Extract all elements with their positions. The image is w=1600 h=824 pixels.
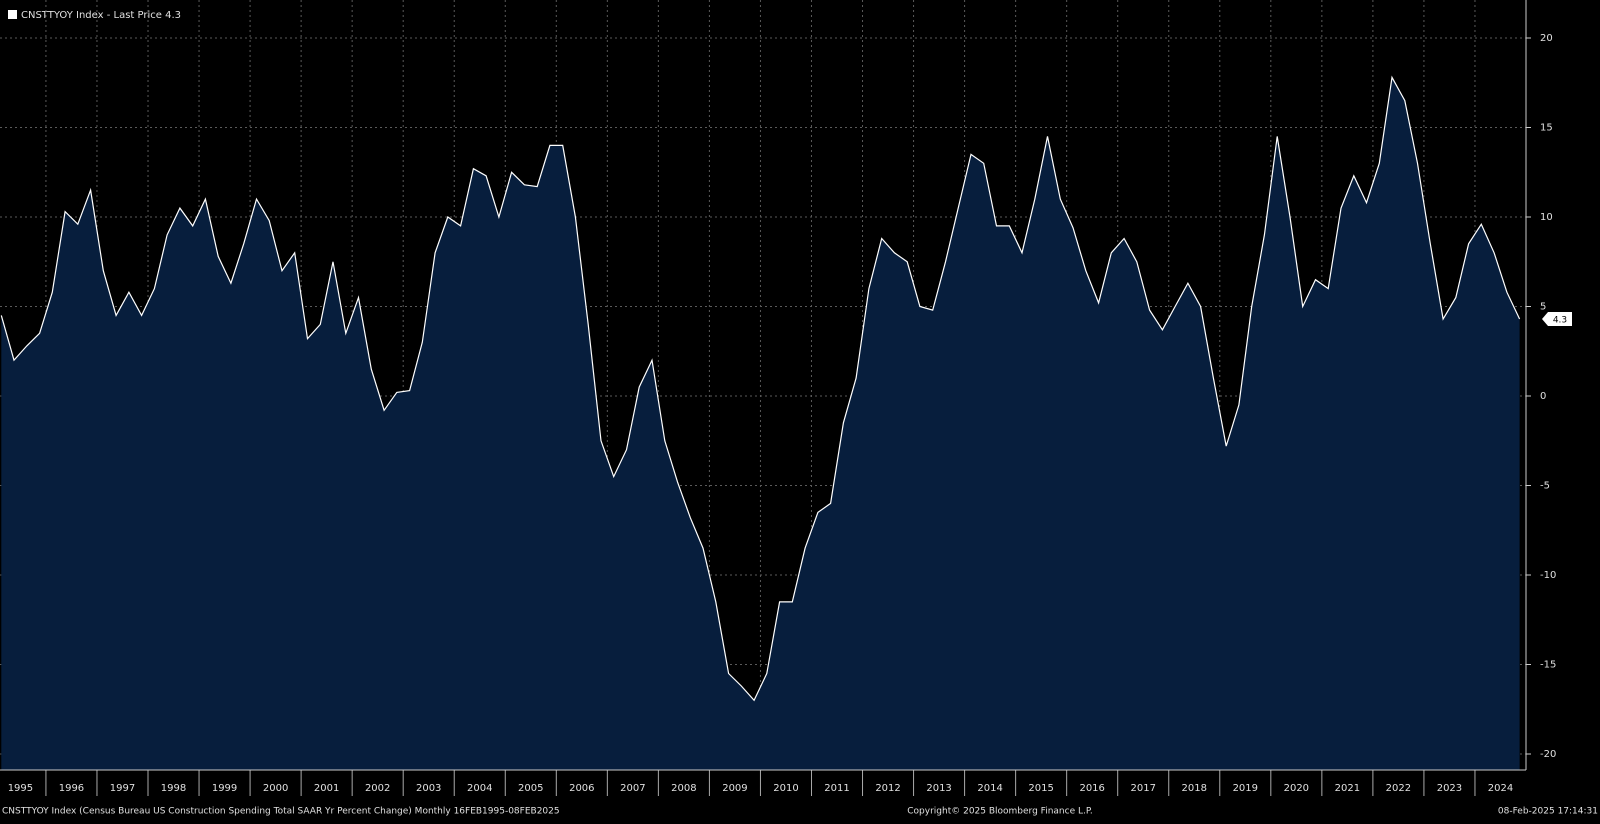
y-tick-label: -10: [1540, 570, 1556, 581]
x-tick-label: 2022: [1386, 783, 1411, 794]
y-tick-label: 0: [1540, 391, 1546, 402]
x-tick-label: 2023: [1437, 783, 1462, 794]
line: [0, 75, 1521, 702]
last-price-tag: [1542, 312, 1572, 327]
y-tick-label: 15: [1540, 123, 1553, 134]
x-tick-label: 2012: [875, 783, 900, 794]
x-tick-label: 2011: [824, 783, 849, 794]
x-tick-label: 2009: [722, 783, 747, 794]
x-tick-label: 2020: [1284, 783, 1309, 794]
y-tick-label: 10: [1540, 212, 1553, 223]
x-tick-label: 2021: [1335, 783, 1360, 794]
x-tick-label: 2013: [926, 783, 951, 794]
x-tick-label: 2003: [416, 783, 441, 794]
x-tick-label: 2017: [1130, 783, 1155, 794]
x-tick-label: 2000: [263, 783, 288, 794]
x-tick-label: 2002: [365, 783, 390, 794]
x-tick-label: 2007: [620, 783, 645, 794]
x-tick-label: 2015: [1028, 783, 1053, 794]
y-tick-label: -5: [1540, 481, 1550, 492]
footer-center: Copyright© 2025 Bloomberg Finance L.P.: [907, 807, 1092, 817]
x-tick-label: 2018: [1182, 783, 1207, 794]
area: [1, 77, 1520, 770]
last-price-label: 4.3: [1553, 316, 1567, 326]
y-tick-label: -20: [1540, 749, 1556, 760]
x-tick-label: 1997: [110, 783, 135, 794]
x-tick-label: 1996: [59, 783, 84, 794]
x-tick-label: 2004: [467, 783, 492, 794]
x-tick-label: 2010: [773, 783, 798, 794]
x-tick-label: 2005: [518, 783, 543, 794]
footer-right: 08-Feb-2025 17:14:31: [1498, 807, 1598, 817]
x-tick-label: 2016: [1079, 783, 1104, 794]
x-tick-label: 2014: [977, 783, 1002, 794]
x-tick-label: 1999: [212, 783, 237, 794]
x-tick-label: 2024: [1488, 783, 1513, 794]
legend-swatch: [8, 10, 17, 19]
x-tick-label: 2006: [569, 783, 594, 794]
y-tick-label: 5: [1540, 302, 1546, 313]
x-tick-label: 1995: [8, 783, 33, 794]
x-tick-label: 2019: [1233, 783, 1258, 794]
legend-label: CNSTTYOY Index - Last Price 4.3: [21, 10, 181, 21]
y-tick-label: 20: [1540, 33, 1553, 44]
x-tick-label: 1998: [161, 783, 186, 794]
footer-left: CNSTTYOY Index (Census Bureau US Constru…: [2, 807, 560, 817]
x-tick-label: 2001: [314, 783, 339, 794]
x-tick-label: 2008: [671, 783, 696, 794]
y-tick-label: -15: [1540, 660, 1556, 671]
